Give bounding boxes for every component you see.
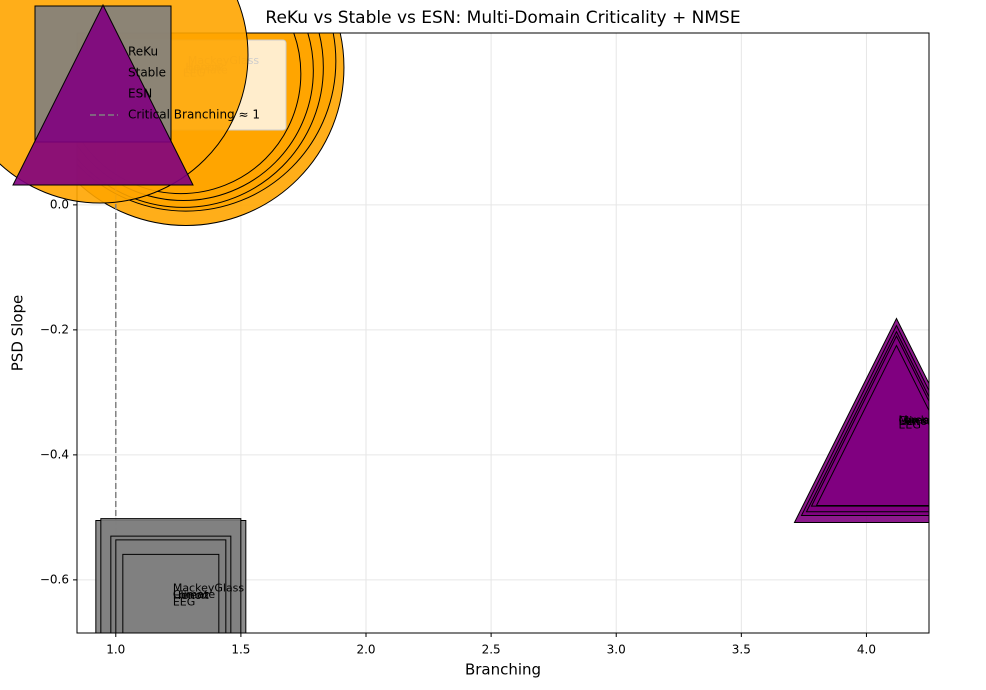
legend-label: Critical Branching ≈ 1 <box>128 108 260 122</box>
point-label: MackeyGlass <box>173 582 245 595</box>
x-tick-label: 1.0 <box>106 643 125 657</box>
point-label: MackeyGlass <box>898 414 970 427</box>
point-label: EEG <box>173 595 195 608</box>
point-label: Climate <box>898 414 941 427</box>
marker <box>122 553 220 633</box>
chart-title: ReKu vs Stable vs ESN: Multi-Domain Crit… <box>265 8 740 28</box>
marker <box>815 344 929 506</box>
x-tick-label: 3.0 <box>607 643 626 657</box>
point-label: Lorenz <box>898 414 935 427</box>
legend-label: ReKu <box>128 45 158 59</box>
point-label: EEG <box>898 419 920 432</box>
legend-marker <box>12 3 194 186</box>
y-tick-label: −0.2 <box>40 322 69 336</box>
point-label: Henon <box>898 415 934 428</box>
y-tick-label: −0.4 <box>40 447 69 461</box>
point-label: Henon <box>173 589 209 602</box>
legend-label: Stable <box>128 66 166 80</box>
axes-frame <box>76 32 930 634</box>
point-label: Climate <box>173 588 216 601</box>
point-label: Lorenz <box>173 589 210 602</box>
y-tick-label: −0.6 <box>40 572 69 586</box>
legend-label: ESN <box>128 87 152 101</box>
y-tick-label: 0.0 <box>50 197 69 211</box>
x-tick-label: 1.5 <box>231 643 250 657</box>
x-tick-label: 2.0 <box>356 643 375 657</box>
x-tick-label: 4.0 <box>857 643 876 657</box>
legend: ReKu Stable ESN Critical Branching ≈ 1 <box>0 0 287 204</box>
x-tick-label: 3.5 <box>732 643 751 657</box>
x-tick-label: 2.5 <box>482 643 501 657</box>
y-axis-label: PSD Slope <box>9 295 27 372</box>
x-axis-label: Branching <box>465 661 541 679</box>
